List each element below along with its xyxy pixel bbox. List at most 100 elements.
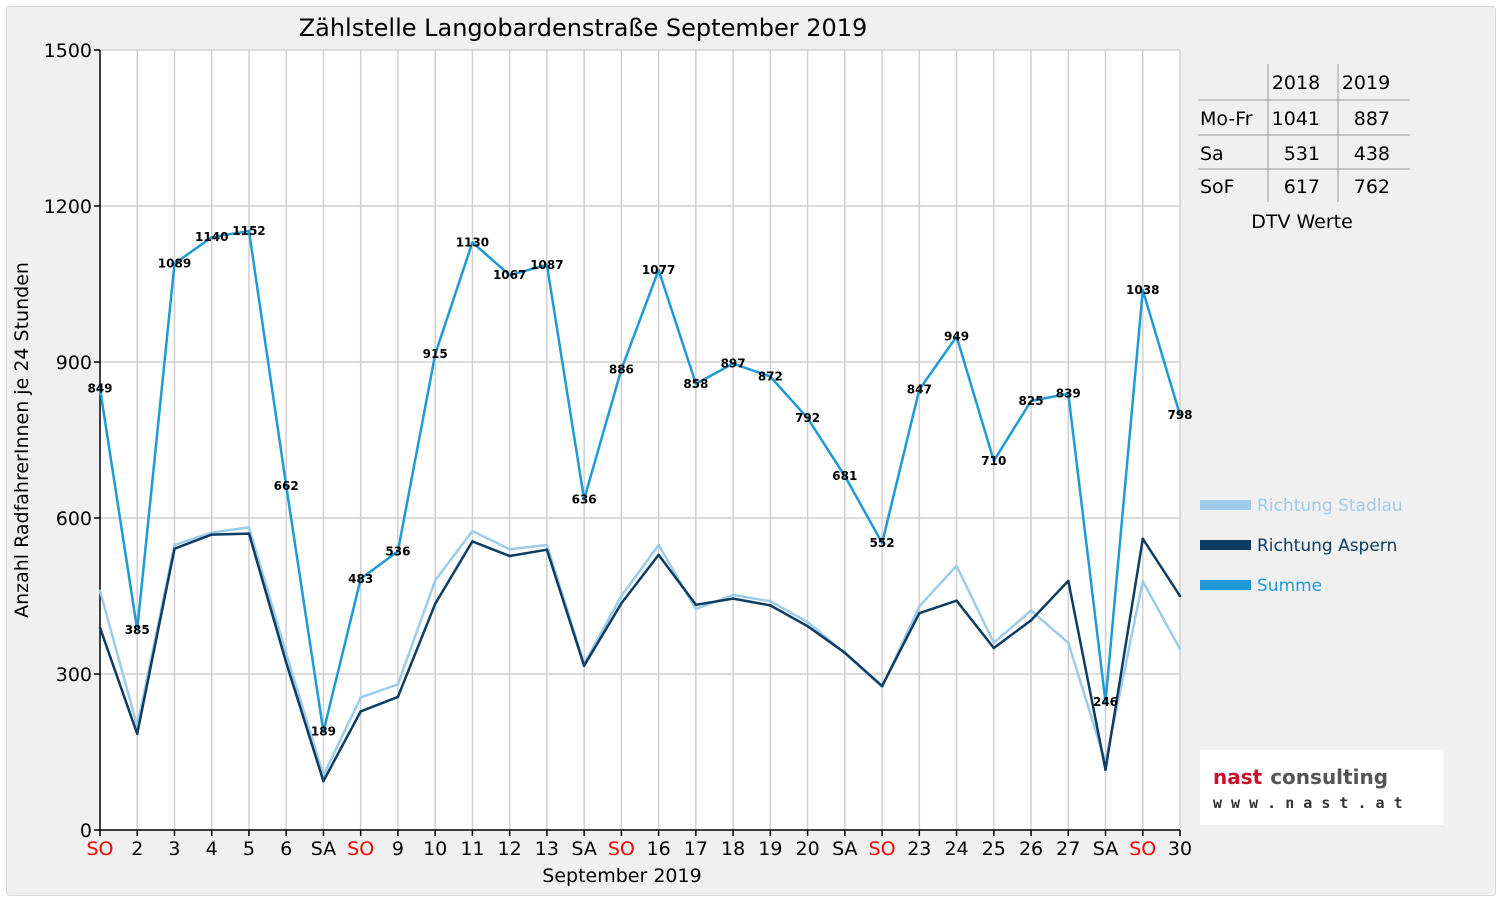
x-tick-label: 20 bbox=[795, 838, 819, 860]
x-tick-label: 10 bbox=[423, 838, 447, 860]
data-point bbox=[1029, 619, 1033, 622]
data-label: 1087 bbox=[530, 258, 563, 272]
data-label: 1077 bbox=[642, 263, 675, 277]
data-label: 798 bbox=[1167, 408, 1192, 422]
x-tick-label: 16 bbox=[647, 838, 671, 860]
x-ticks: SO 2 3 4 5 6 SA SO 9 10 11 12 13 SA SO 16 17 18 19 20 SA SO 23… bbox=[86, 830, 1192, 860]
data-point bbox=[918, 605, 921, 608]
chart-title: Zählstelle Langobardenstraße September 2… bbox=[299, 14, 868, 42]
data-label: 1089 bbox=[158, 257, 191, 271]
data-label: 681 bbox=[832, 469, 857, 483]
x-tick-label: 12 bbox=[498, 838, 522, 860]
data-point bbox=[880, 684, 884, 688]
data-point bbox=[98, 589, 102, 593]
data-point bbox=[98, 626, 102, 630]
data-point bbox=[359, 577, 362, 581]
legend-label: Richtung Stadlau bbox=[1257, 496, 1403, 516]
data-label: 825 bbox=[1019, 394, 1044, 408]
data-label: 949 bbox=[944, 330, 969, 344]
data-point bbox=[880, 541, 884, 545]
data-point bbox=[731, 362, 735, 365]
data-point bbox=[210, 235, 214, 239]
data-label: 915 bbox=[423, 347, 448, 361]
data-point bbox=[284, 661, 288, 664]
logo-word-nast: nast bbox=[1213, 765, 1263, 789]
data-label: 872 bbox=[758, 370, 783, 384]
data-point bbox=[694, 382, 698, 386]
x-tick-label: SO bbox=[869, 838, 896, 860]
data-point bbox=[992, 641, 996, 645]
table-caption: DTV Werte bbox=[1251, 211, 1353, 233]
table-header-2019: 2019 bbox=[1342, 72, 1390, 94]
x-tick-label: 3 bbox=[168, 838, 180, 860]
x-tick-label: 11 bbox=[460, 838, 484, 860]
data-point bbox=[173, 262, 176, 266]
data-point bbox=[918, 611, 921, 615]
x-tick-label: 25 bbox=[982, 838, 1006, 860]
x-tick-label: SO bbox=[86, 838, 113, 860]
series-summe bbox=[98, 229, 1182, 734]
x-tick-label: SO bbox=[347, 838, 374, 860]
data-point bbox=[247, 526, 251, 529]
series-richtung-stadlau bbox=[98, 526, 1182, 777]
data-point bbox=[769, 375, 772, 378]
x-axis-title: September 2019 bbox=[542, 865, 701, 887]
data-label: 1130 bbox=[456, 235, 489, 249]
table-cell: 531 bbox=[1284, 143, 1320, 165]
x-tick-label: SA bbox=[311, 838, 336, 860]
table-cell: 762 bbox=[1354, 176, 1390, 198]
data-point bbox=[992, 646, 996, 650]
table-cell: 1041 bbox=[1272, 108, 1320, 130]
y-axis-title: Anzahl RadfahrerInnen je 24 Stunden bbox=[11, 262, 33, 618]
data-point bbox=[620, 594, 623, 598]
data-point bbox=[806, 624, 809, 628]
data-point bbox=[433, 579, 437, 582]
data-point bbox=[322, 730, 325, 734]
data-label: 1067 bbox=[493, 268, 526, 282]
x-tick-label: 23 bbox=[907, 838, 931, 860]
data-point bbox=[1141, 580, 1145, 583]
legend-label: Summe bbox=[1257, 576, 1322, 596]
data-point bbox=[173, 543, 176, 547]
legend-item: Richtung Aspern bbox=[1200, 536, 1397, 556]
data-point bbox=[135, 732, 139, 736]
data-point bbox=[582, 664, 586, 667]
data-point bbox=[694, 607, 698, 611]
data-point bbox=[806, 416, 809, 420]
data-point bbox=[1178, 647, 1182, 651]
data-point bbox=[396, 683, 400, 686]
data-point bbox=[769, 599, 772, 603]
data-label: 662 bbox=[274, 479, 299, 493]
data-label: 849 bbox=[87, 382, 112, 396]
data-point bbox=[210, 533, 214, 536]
data-point bbox=[1104, 700, 1107, 704]
x-tick-label: 13 bbox=[535, 838, 559, 860]
plot-area bbox=[100, 50, 1180, 830]
axes bbox=[99, 50, 1180, 831]
legend-label: Richtung Aspern bbox=[1257, 536, 1397, 556]
data-point bbox=[508, 547, 511, 551]
table-cell: 617 bbox=[1284, 176, 1320, 198]
legend-swatch bbox=[1200, 540, 1251, 550]
x-tick-label: 4 bbox=[206, 838, 218, 860]
series bbox=[98, 229, 1182, 783]
y-tick-label: 0 bbox=[80, 820, 92, 842]
x-tick-label: 27 bbox=[1056, 838, 1080, 860]
data-point bbox=[396, 695, 400, 699]
data-point bbox=[508, 273, 511, 277]
data-point bbox=[769, 604, 772, 607]
data-point bbox=[471, 241, 474, 244]
data-point bbox=[657, 553, 660, 557]
logo-wordmark: nast consulting bbox=[1213, 765, 1388, 789]
data-point bbox=[247, 532, 251, 535]
logo-background bbox=[1200, 750, 1443, 825]
data-point bbox=[955, 599, 958, 602]
data-label: 847 bbox=[907, 383, 932, 397]
data-point bbox=[1141, 288, 1145, 292]
y-tick-label: 600 bbox=[56, 508, 92, 530]
data-point bbox=[247, 229, 251, 233]
data-point bbox=[694, 603, 698, 607]
data-point bbox=[620, 601, 623, 605]
data-label: 189 bbox=[311, 725, 336, 739]
